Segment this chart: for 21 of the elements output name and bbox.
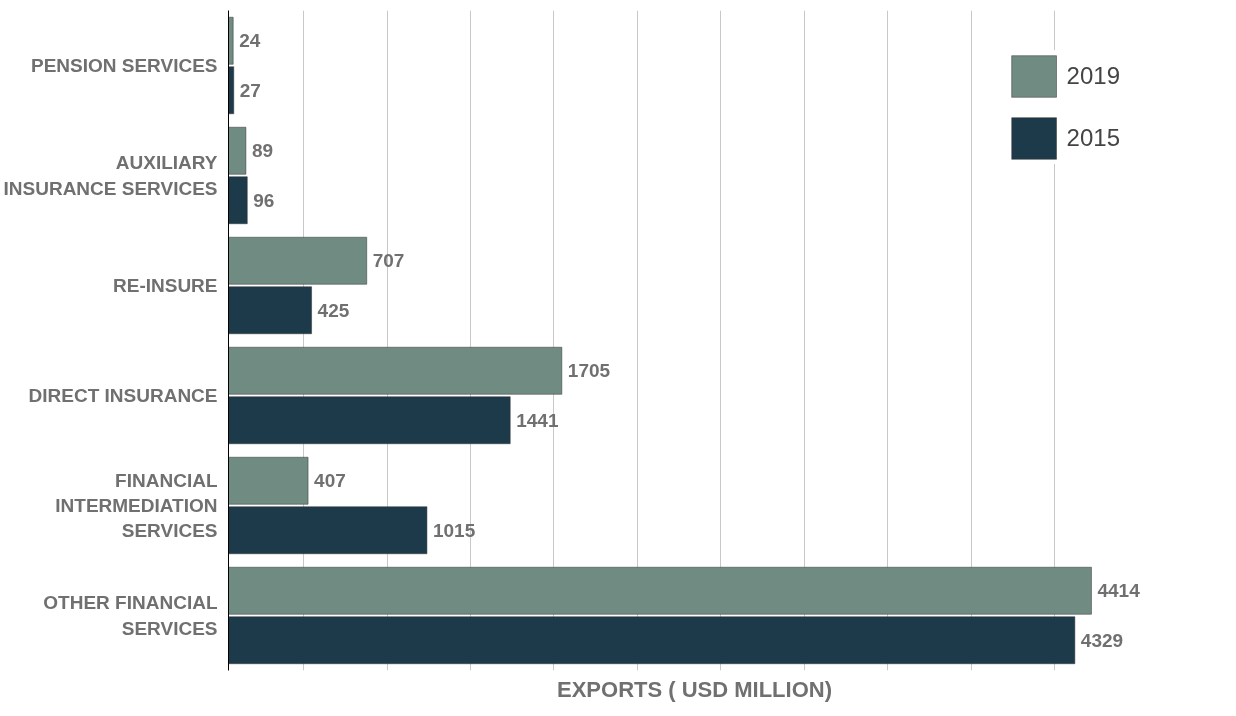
data-label: 407 bbox=[314, 470, 346, 492]
y-tick-label: PENSION SERVICES bbox=[30, 55, 218, 76]
data-label: 707 bbox=[372, 250, 405, 272]
data-label: 1441 bbox=[516, 409, 559, 431]
data-label: 89 bbox=[251, 140, 274, 162]
y-tick-label: RE-INSURE bbox=[112, 275, 218, 296]
legend-label: 2015 bbox=[1066, 124, 1120, 152]
y-tick-label: DIRECT INSURANCE bbox=[28, 385, 218, 406]
data-label: 425 bbox=[317, 299, 350, 321]
y-tick-label: OTHER FINANCIAL SERVICES bbox=[43, 592, 218, 639]
data-label: 1705 bbox=[567, 360, 611, 382]
y-tick-label: FINANCIAL INTERMEDIATION SERVICES bbox=[55, 469, 218, 542]
data-label: 24 bbox=[239, 30, 261, 52]
data-label: 1015 bbox=[432, 519, 476, 541]
x-axis-title: EXPORTS ( USD MILLION) bbox=[557, 676, 832, 702]
data-label: 4329 bbox=[1080, 629, 1124, 651]
data-label: 27 bbox=[239, 79, 261, 101]
data-label: 96 bbox=[253, 189, 275, 211]
data-label: 4414 bbox=[1097, 580, 1141, 602]
y-tick-label: AUXILIARY INSURANCE SERVICES bbox=[3, 152, 218, 199]
legend-label: 2019 bbox=[1066, 62, 1120, 90]
